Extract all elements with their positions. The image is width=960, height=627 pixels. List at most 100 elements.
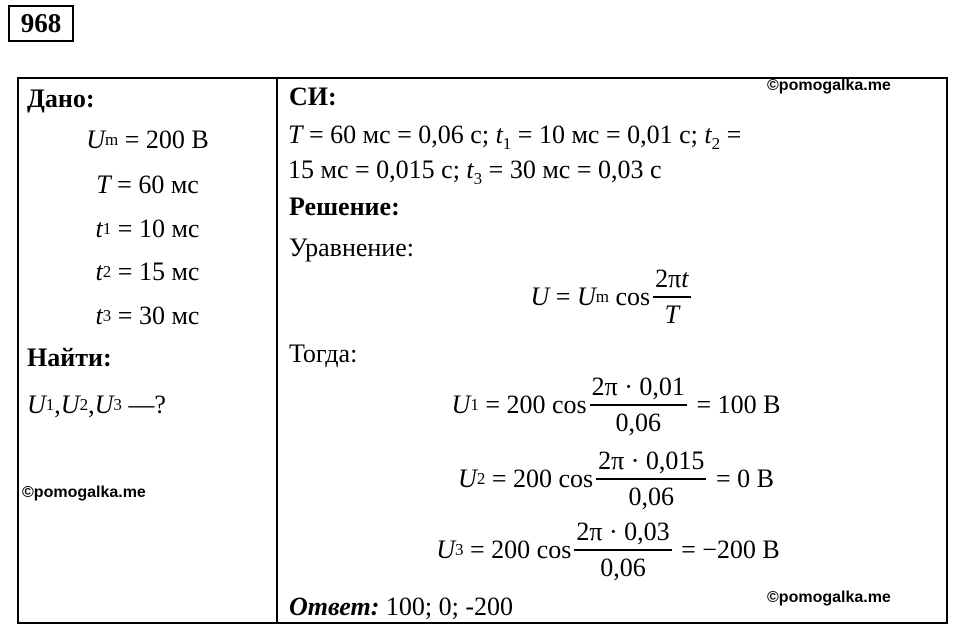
- math-text: =: [549, 282, 577, 311]
- math-text: 2π · 0,015: [598, 446, 705, 475]
- column-divider: [276, 77, 278, 624]
- variable: U: [436, 535, 455, 564]
- numerator: 2π · 0,01: [589, 370, 687, 406]
- subscript: 3: [113, 395, 122, 414]
- math-text: = 100 В: [689, 390, 781, 419]
- math-text: = 60 мс: [110, 170, 199, 199]
- table-frame: [17, 77, 948, 624]
- math-text: 2π · 0,03: [576, 517, 670, 546]
- answer-text: 100; 0; -200: [379, 592, 513, 621]
- math-text: 2π · 0,01: [591, 372, 685, 401]
- subscript: 1: [502, 134, 512, 153]
- denominator: 0,06: [598, 551, 648, 585]
- subscript: 1: [102, 219, 112, 238]
- variable: U: [530, 282, 550, 311]
- find-label: Найти:: [27, 343, 112, 372]
- watermark: ©pomogalka.me: [767, 77, 891, 94]
- math-text: 15 мс = 0,015 с;: [288, 155, 467, 184]
- math-text: 0,06: [615, 408, 662, 437]
- denominator: 0,06: [614, 406, 664, 440]
- math-text: = 60 мс = 0,06 с;: [302, 120, 496, 149]
- variable: t: [681, 264, 689, 293]
- variable: t: [466, 155, 474, 184]
- si-label: СИ:: [289, 82, 337, 111]
- variable: U: [451, 390, 471, 419]
- numerator: 2π · 0,03: [574, 515, 672, 551]
- answer-label: Ответ:: [289, 592, 380, 621]
- variable: t: [95, 257, 103, 286]
- denominator: T: [663, 298, 681, 332]
- math-text: = 200 В: [118, 125, 209, 154]
- math-text: ,: [54, 390, 61, 419]
- math-text: = 0 В: [709, 464, 774, 493]
- given-label: Дано:: [27, 84, 95, 113]
- subscript: m: [105, 130, 119, 149]
- variable: U: [94, 390, 114, 419]
- math-text: = 15 мс: [111, 257, 200, 286]
- variable: U: [576, 282, 596, 311]
- variable: t: [95, 214, 103, 243]
- answer: Ответ: 100; 0; -200: [289, 591, 513, 623]
- math-text: 2π: [655, 264, 682, 293]
- math-text: —?: [121, 390, 166, 419]
- variable: U: [27, 390, 46, 419]
- given-item: T = 60 мс: [18, 169, 277, 201]
- math-text: 0,06: [600, 553, 646, 582]
- subscript: 1: [470, 395, 479, 414]
- math-text: = −200 В: [674, 535, 780, 564]
- subscript: 2: [711, 134, 721, 153]
- variable: t: [95, 301, 103, 330]
- variable: t: [495, 120, 503, 149]
- si-line: T = 60 мс = 0,06 с; t1 = 10 мс = 0,01 с;…: [288, 119, 741, 160]
- problem-number: 968: [8, 5, 74, 42]
- math-text: 0,06: [628, 482, 675, 511]
- fraction: 2πt T: [653, 262, 691, 332]
- subscript: 2: [476, 469, 486, 488]
- watermark: ©pomogalka.me: [767, 589, 891, 606]
- math-text: = 200 cos: [478, 390, 587, 419]
- math-text: = 30 мс: [111, 301, 200, 330]
- watermark: ©pomogalka.me: [22, 484, 146, 501]
- variable: T: [96, 170, 111, 199]
- variable: U: [458, 464, 477, 493]
- math-text: ,: [88, 390, 95, 419]
- solution-label: Решение:: [289, 192, 400, 221]
- subscript: 2: [79, 395, 89, 414]
- then-label: Тогда:: [289, 339, 358, 368]
- numerator: 2πt: [653, 262, 691, 298]
- fraction: 2π · 0,03 0,06: [574, 515, 672, 585]
- numerator: 2π · 0,015: [596, 444, 707, 480]
- fraction: 2π · 0,015 0,06: [596, 444, 707, 514]
- subscript: 2: [102, 262, 112, 281]
- math-text: = 200 cos: [463, 535, 572, 564]
- equation-label: Уравнение:: [289, 233, 414, 262]
- subscript: m: [595, 287, 609, 306]
- math-text: = 10 мс: [111, 214, 200, 243]
- subscript: 3: [454, 540, 464, 559]
- variable: t: [704, 120, 712, 149]
- fraction: 2π · 0,01 0,06: [589, 370, 687, 440]
- subscript: 3: [102, 306, 112, 325]
- denominator: 0,06: [627, 480, 677, 514]
- math-text: = 30 мс = 0,03 с: [482, 155, 662, 184]
- variable: U: [60, 390, 80, 419]
- math-text: = 10 мс = 0,01 с;: [511, 120, 705, 149]
- variable: T: [664, 300, 680, 329]
- variable: U: [86, 125, 106, 154]
- subscript: 1: [45, 395, 55, 414]
- subscript: 3: [473, 169, 483, 188]
- si-line: 15 мс = 0,015 с; t3 = 30 мс = 0,03 с: [288, 154, 662, 195]
- math-text: = 200 cos: [485, 464, 594, 493]
- variable: T: [288, 120, 303, 149]
- math-text: =: [720, 120, 742, 149]
- math-text: cos: [608, 282, 651, 311]
